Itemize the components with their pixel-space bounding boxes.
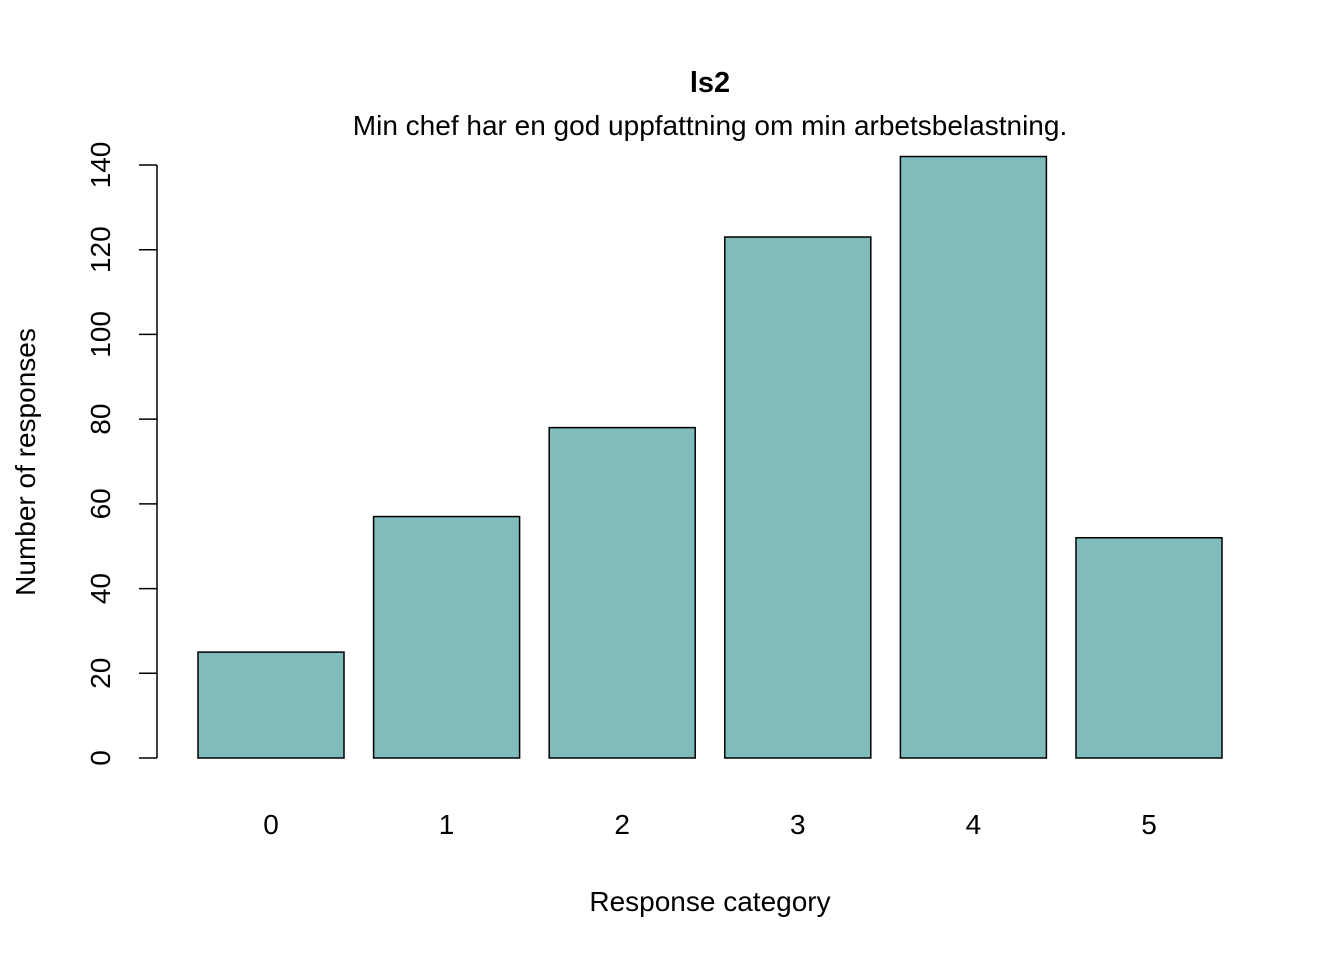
x-tick-label: 5 bbox=[1141, 809, 1157, 840]
bar-1 bbox=[372, 515, 521, 759]
y-tick-label: 40 bbox=[85, 573, 116, 604]
y-tick-label: 60 bbox=[85, 488, 116, 519]
bar-2 bbox=[548, 426, 696, 759]
x-tick-label: 3 bbox=[790, 809, 806, 840]
bars bbox=[197, 155, 1223, 759]
y-tick-label: 20 bbox=[85, 658, 116, 689]
bar-5 bbox=[1075, 536, 1223, 759]
y-tick-label: 120 bbox=[85, 226, 116, 273]
y-tick-label: 0 bbox=[85, 750, 116, 766]
chart-subtitle: Min chef har en god uppfattning om min a… bbox=[353, 110, 1067, 141]
y-tick-label: 140 bbox=[85, 142, 116, 189]
x-axis-label: Response category bbox=[589, 886, 830, 917]
y-tick-label: 80 bbox=[85, 404, 116, 435]
bar-4 bbox=[899, 155, 1048, 759]
x-tick-label: 1 bbox=[439, 809, 455, 840]
bar-3 bbox=[724, 236, 872, 759]
x-tick-label: 4 bbox=[966, 809, 982, 840]
y-axis: 0 20 40 60 80 100 120 140 bbox=[85, 142, 158, 766]
y-axis-label: Number of responses bbox=[10, 328, 41, 596]
chart-title: ls2 bbox=[690, 67, 730, 99]
x-tick-label: 0 bbox=[263, 809, 279, 840]
y-tick-label: 100 bbox=[85, 311, 116, 358]
x-tick-label: 2 bbox=[614, 809, 630, 840]
x-axis-ticks: 0 1 2 3 4 5 bbox=[263, 809, 1157, 840]
bar-0 bbox=[197, 651, 345, 759]
